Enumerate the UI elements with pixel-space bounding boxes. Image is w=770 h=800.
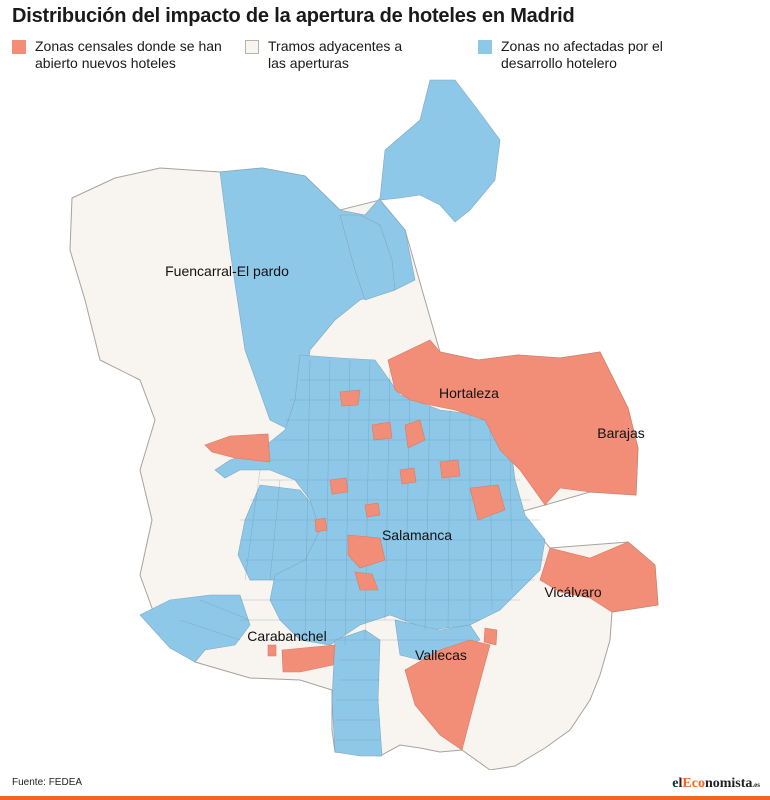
zone-unaffected-fuencarral-east [339,214,396,301]
district-label-fuencarral: Fuencarral-El pardo [165,263,289,279]
zone-hotel-central-4 [339,389,361,407]
zone-hotel-central-5 [371,421,393,441]
legend-swatch-hotel-zones [12,40,26,54]
zone-hotel-vicalvaro [539,541,659,613]
zone-hotel-central-1 [347,534,386,569]
zone-hotel-central-13 [364,502,381,518]
zone-hotel-central-12 [314,517,328,533]
brand-logo: elEconomista.es [672,776,760,791]
zone-hotel-central-2 [404,419,426,449]
zone-hotel-central-11 [267,644,277,657]
legend-swatch-unaffected [478,40,492,54]
legend-item-hotel-zones: Zonas censales donde se han abierto nuev… [12,38,222,72]
legend-label-unaffected: Zonas no afectadas por el desarrollo hot… [501,38,663,71]
zone-hotel-central-8 [399,467,417,485]
district-label-vallecas: Vallecas [415,647,467,663]
legend-item-adjacent: Tramos adyacentes a las aperturas [245,38,402,72]
zone-hotel-northwest [204,433,271,463]
zone-hotel-central-10 [483,627,498,646]
legend-label-hotel-zones: Zonas censales donde se han abierto nuev… [35,38,222,71]
madrid-census-map: Fuencarral-El pardo Hortaleza Barajas Sa… [69,79,659,770]
legend-label-adjacent: Tramos adyacentes a las aperturas [268,38,403,71]
district-label-vicalvaro: Vicálvaro [544,584,602,600]
zone-hotel-central-9 [354,571,379,591]
zone-unaffected-southwest [139,594,251,663]
legend-item-unaffected: Zonas no afectadas por el desarrollo hot… [478,38,663,72]
zone-hotel-central-3 [469,484,506,521]
legend-swatch-adjacent [245,40,259,54]
district-label-salamanca: Salamanca [382,527,452,543]
source-note: Fuente: FEDEA [12,777,83,788]
zone-hotel-central-7 [329,477,349,495]
district-label-barajas: Barajas [597,425,644,441]
zone-unaffected-south [331,629,383,757]
legend: Zonas censales donde se han abierto nuev… [0,38,770,78]
page-title: Distribución del impacto de la apertura … [12,5,575,27]
zone-hotel-hortaleza [387,339,639,506]
zone-hotel-carabanchel [281,644,336,673]
zone-hotel-vallecas [404,639,491,751]
hotel-zones [204,339,659,751]
district-label-carabanchel: Carabanchel [247,628,326,644]
footer-accent-bar [0,796,770,800]
district-label-hortaleza: Hortaleza [439,385,499,401]
zone-hotel-central-6 [439,459,461,479]
